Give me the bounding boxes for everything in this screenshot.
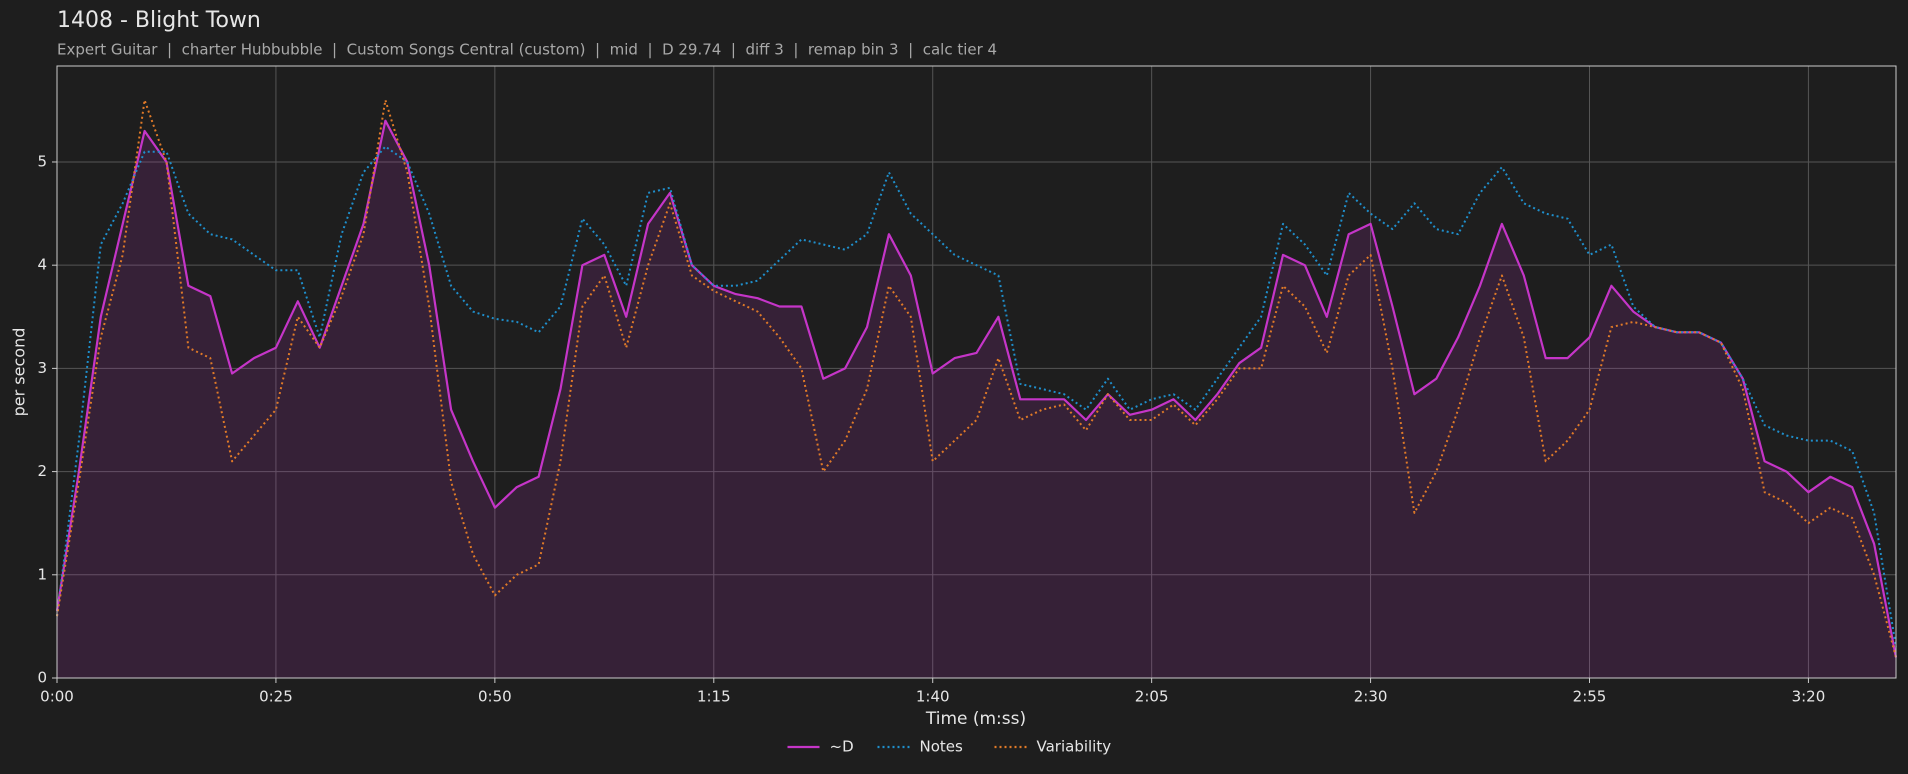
y-tick-label: 3 — [37, 359, 47, 377]
y-tick-label: 2 — [37, 462, 47, 480]
x-axis-label: Time (m:ss) — [925, 709, 1026, 729]
x-tick-label: 1:15 — [697, 688, 731, 706]
legend-label: Variability — [1037, 738, 1112, 756]
x-tick-label: 2:30 — [1354, 688, 1388, 706]
legend-label: Notes — [920, 738, 964, 756]
y-tick-label: 4 — [37, 256, 47, 274]
x-tick-label: 0:25 — [259, 688, 293, 706]
y-tick-label: 1 — [37, 565, 47, 583]
y-tick-label: 0 — [37, 669, 47, 687]
x-tick-label: 0:00 — [40, 688, 74, 706]
legend-label: ~D — [830, 738, 854, 756]
area — [57, 120, 1896, 678]
plot-border — [56, 65, 1897, 679]
x-tick-label: 1:40 — [916, 688, 950, 706]
x-tick-label: 2:05 — [1135, 688, 1169, 706]
line — [56, 145, 1897, 648]
line — [55, 119, 1898, 658]
chart-subtitle: Expert Guitar | charter Hubbubble | Cust… — [57, 41, 997, 59]
y-tick-label: 5 — [37, 152, 47, 170]
x-tick-label: 0:50 — [478, 688, 512, 706]
chart-title: 1408 - Blight Town — [57, 8, 261, 33]
y-axis-label: per second — [10, 328, 29, 417]
x-tick-label: 3:20 — [1792, 688, 1826, 706]
x-tick-label: 2:55 — [1573, 688, 1607, 706]
